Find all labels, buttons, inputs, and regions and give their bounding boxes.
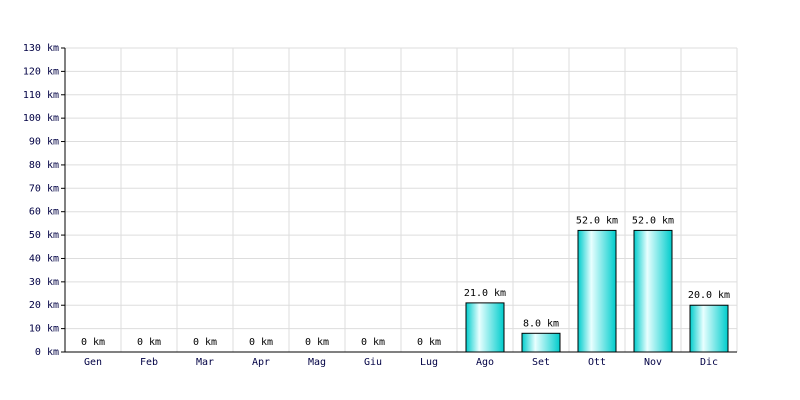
y-tick-label: 60 km <box>29 207 59 218</box>
bar <box>689 304 729 353</box>
bar <box>633 229 673 353</box>
y-tick-label: 70 km <box>29 183 59 194</box>
y-tick-label: 20 km <box>29 300 59 311</box>
data-label: 52.0 km <box>632 215 674 226</box>
y-tick-label: 0 km <box>35 347 59 358</box>
y-tick-label: 130 km <box>23 43 59 54</box>
data-label: 0 km <box>249 337 273 348</box>
x-tick-label: Mag <box>308 357 326 368</box>
bar <box>521 332 561 353</box>
data-label: 52.0 km <box>576 215 618 226</box>
data-label: 0 km <box>361 337 385 348</box>
x-tick-label: Gen <box>84 357 102 368</box>
x-tick-label: Ott <box>588 357 606 368</box>
x-tick-label: Nov <box>644 357 662 368</box>
y-tick-label: 10 km <box>29 324 59 335</box>
data-label: 0 km <box>137 337 161 348</box>
y-tick-label: 80 km <box>29 160 59 171</box>
x-tick-label: Set <box>532 357 550 368</box>
y-tick-label: 30 km <box>29 277 59 288</box>
data-label: 8.0 km <box>523 318 559 329</box>
x-tick-label: Apr <box>252 357 270 368</box>
y-tick-label: 40 km <box>29 253 59 264</box>
y-tick-label: 120 km <box>23 66 59 77</box>
x-tick-label: Dic <box>700 357 718 368</box>
bar <box>577 229 617 353</box>
data-label: 0 km <box>305 337 329 348</box>
bar <box>465 302 505 353</box>
x-tick-label: Ago <box>476 357 494 368</box>
y-tick-label: 50 km <box>29 230 59 241</box>
data-label: 21.0 km <box>464 288 506 299</box>
data-label: 0 km <box>81 337 105 348</box>
y-tick-label: 110 km <box>23 90 59 101</box>
data-label: 0 km <box>193 337 217 348</box>
y-tick-label: 100 km <box>23 113 59 124</box>
data-label: 0 km <box>417 337 441 348</box>
x-tick-label: Lug <box>420 357 438 368</box>
x-tick-label: Giu <box>364 357 382 368</box>
y-tick-label: 90 km <box>29 137 59 148</box>
x-tick-label: Mar <box>196 357 214 368</box>
x-tick-label: Feb <box>140 357 158 368</box>
data-label: 20.0 km <box>688 290 730 301</box>
